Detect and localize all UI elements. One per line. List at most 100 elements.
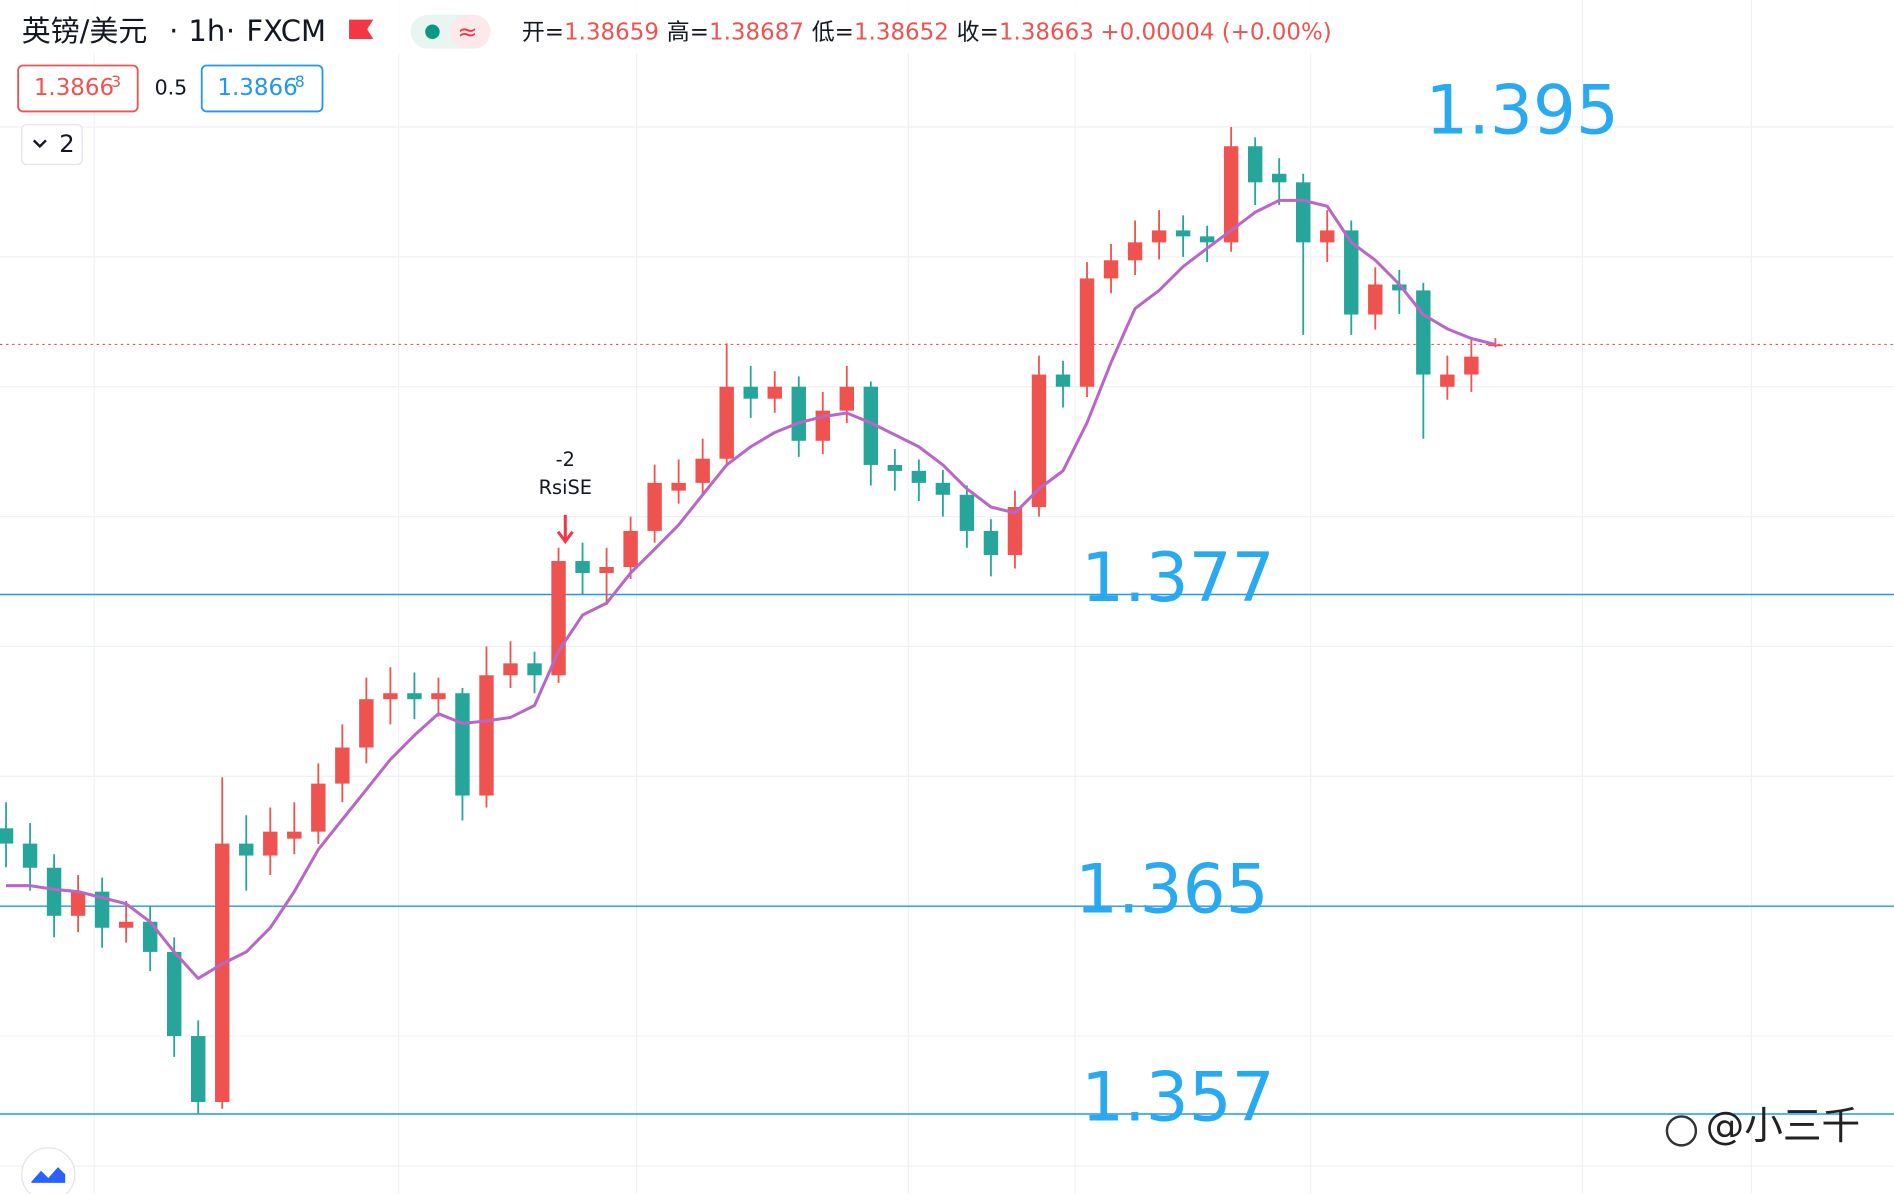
candle-body <box>0 828 14 844</box>
candle-body <box>647 482 662 531</box>
exchange: FXCM <box>246 14 326 48</box>
candle-body <box>166 951 182 1037</box>
candle-body <box>791 386 806 441</box>
candle-body <box>239 843 254 856</box>
candle-body <box>959 494 975 531</box>
watermark-icon <box>1665 1115 1698 1147</box>
candle-body <box>551 561 566 676</box>
candle-body <box>1368 284 1383 315</box>
change: +0.00004 (+0.00%) <box>1100 19 1331 45</box>
level-label: 1.377 <box>1081 538 1275 617</box>
level-label: 1.357 <box>1081 1057 1275 1136</box>
candle-body <box>22 843 38 868</box>
candle-body <box>1127 242 1143 261</box>
level-label: 1.365 <box>1075 850 1269 929</box>
level-label: 1.395 <box>1425 71 1619 150</box>
candle-body <box>1416 290 1431 375</box>
watermark-group: @小三千 <box>1665 1104 1861 1149</box>
sell-button[interactable] <box>17 64 139 113</box>
candle-body <box>46 867 62 916</box>
candle-body <box>263 831 278 856</box>
candle-body <box>887 464 903 471</box>
separator: · <box>226 14 235 48</box>
separator: · <box>169 14 178 48</box>
candle-body <box>599 567 614 573</box>
candle-body <box>287 831 302 839</box>
signal-value: -2 <box>556 448 575 471</box>
high-label: 高= <box>667 19 709 45</box>
candle-body <box>455 693 470 796</box>
candle-body <box>1271 173 1287 183</box>
candle-body <box>335 747 350 784</box>
status-pill-right <box>450 14 491 49</box>
candle-body <box>1247 146 1263 183</box>
candle-body <box>503 663 518 676</box>
signal-arrow <box>556 514 574 544</box>
vertical-grid <box>93 0 1753 1194</box>
sell-price: 1.3866 <box>34 75 114 101</box>
candle-body <box>1103 260 1119 279</box>
candle-body <box>1440 374 1455 387</box>
candle-body <box>118 921 134 928</box>
candle-body <box>983 530 999 556</box>
market-open-dot <box>425 24 440 39</box>
candle-body <box>719 386 734 459</box>
candle-body <box>94 891 110 928</box>
candle-body <box>142 921 158 952</box>
spread: 0.5 <box>155 75 188 99</box>
logo-mark <box>31 1167 66 1183</box>
candle-body <box>695 458 710 483</box>
candle-body <box>1488 344 1503 347</box>
candle-body <box>935 482 951 495</box>
logo-circle[interactable] <box>21 1147 76 1194</box>
indicator-button[interactable] <box>21 124 83 166</box>
high-value: 1.38687 <box>709 19 804 45</box>
candle-body <box>623 530 638 568</box>
signal-name: RsiSE <box>539 476 592 499</box>
candle-body <box>191 1036 206 1103</box>
candle-body <box>1151 230 1167 243</box>
logo <box>21 1147 76 1194</box>
buy-price: 1.3866 <box>217 75 297 101</box>
candle-body <box>575 561 590 573</box>
candle-body <box>359 699 374 748</box>
open-value: 1.38659 <box>564 19 659 45</box>
symbol: 英镑/美元 <box>22 14 148 48</box>
indicator-count: 2 <box>59 130 74 158</box>
candle-body <box>1296 182 1311 243</box>
flag-icon[interactable] <box>349 19 374 39</box>
candle-body <box>1223 146 1239 243</box>
candle-body <box>743 386 758 399</box>
candle-body <box>1392 284 1407 291</box>
close-label: 收= <box>957 19 999 45</box>
candle-body <box>70 891 86 916</box>
moving-average <box>6 198 1496 980</box>
candle-body <box>1079 278 1095 387</box>
candle-body <box>1007 507 1023 556</box>
candle-body <box>407 693 422 700</box>
candle-body <box>431 693 446 700</box>
interval[interactable]: 1h <box>188 14 225 48</box>
candle-body <box>767 386 782 399</box>
candle-body <box>1031 374 1047 508</box>
candle-body <box>1055 374 1071 387</box>
trade-buttons: 1.3866 3 0.5 1.3866 8 <box>17 64 324 113</box>
buy-button[interactable] <box>200 64 324 113</box>
low-value: 1.38652 <box>854 19 949 45</box>
candle-body <box>1199 236 1215 243</box>
candle-body <box>1464 356 1479 375</box>
candle-body <box>671 482 686 491</box>
candle-body <box>839 386 855 411</box>
watermark: @小三千 <box>1706 1104 1861 1149</box>
candle-body <box>911 470 927 483</box>
delay-icon: ≈ <box>457 18 477 46</box>
sell-pip: 3 <box>111 72 121 91</box>
candle-body <box>215 843 230 1103</box>
candle-body <box>479 675 494 796</box>
candle-body <box>863 386 879 465</box>
candle-body <box>1344 230 1359 315</box>
candle-body <box>1320 230 1335 243</box>
candle-body <box>527 663 542 676</box>
low-label: 低= <box>812 19 854 45</box>
